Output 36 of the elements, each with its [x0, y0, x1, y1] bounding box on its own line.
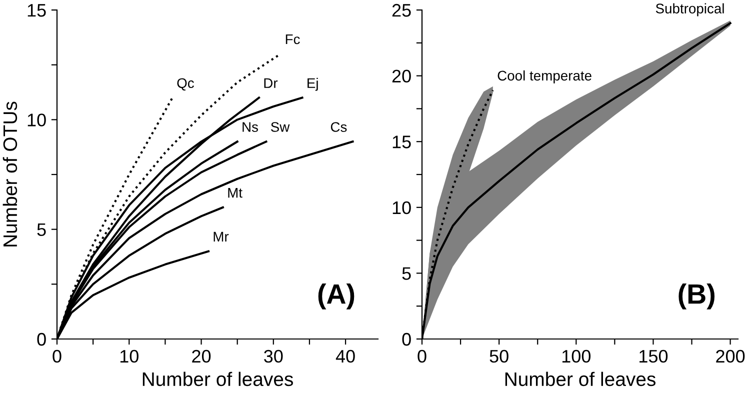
y-tick-label: 10	[392, 201, 411, 214]
series-label: Mt	[228, 188, 242, 198]
series-label: Fc	[286, 34, 300, 44]
x-tick-label: 30	[264, 350, 283, 363]
y-tick-label: 0	[402, 332, 411, 346]
y-tick-label: 15	[28, 4, 46, 17]
y-tick-label: 25	[392, 4, 411, 17]
series-label: Subtropical	[656, 3, 724, 16]
annotation: (B)	[678, 283, 714, 310]
y-tick-label: 20	[392, 70, 411, 83]
y-axis-title: Number of OTUs	[2, 102, 18, 246]
x-tick-label: 0	[418, 350, 426, 363]
annotation: (A)	[318, 283, 354, 310]
x-tick-label: 50	[490, 350, 508, 363]
x-axis-title: Number of leaves	[142, 372, 293, 386]
y-tick-label: 5	[402, 267, 411, 280]
x-tick-label: 40	[336, 350, 355, 363]
series-label: Cs	[330, 122, 347, 132]
series-label: Mr	[214, 232, 229, 242]
y-tick-label: 5	[37, 223, 46, 236]
y-tick-label: 0	[37, 332, 46, 346]
series-label: Ej	[308, 78, 318, 91]
x-tick-label: 20	[192, 350, 211, 363]
x-tick-label: 10	[120, 350, 138, 363]
series-label: Dr	[264, 78, 278, 88]
y-tick-label: 15	[392, 136, 411, 148]
x-tick-label: 200	[716, 350, 745, 363]
x-axis-title: Number of leaves	[505, 372, 656, 386]
y-tick-label: 10	[28, 114, 46, 126]
x-tick-label: 0	[52, 350, 62, 363]
series-label: Ns	[242, 122, 258, 132]
x-tick-label: 100	[562, 350, 591, 363]
series-label: Cool temperate	[498, 70, 592, 84]
series-label: Sw	[270, 122, 290, 132]
x-tick-label: 150	[640, 350, 668, 363]
series-label: Qc	[177, 78, 194, 91]
